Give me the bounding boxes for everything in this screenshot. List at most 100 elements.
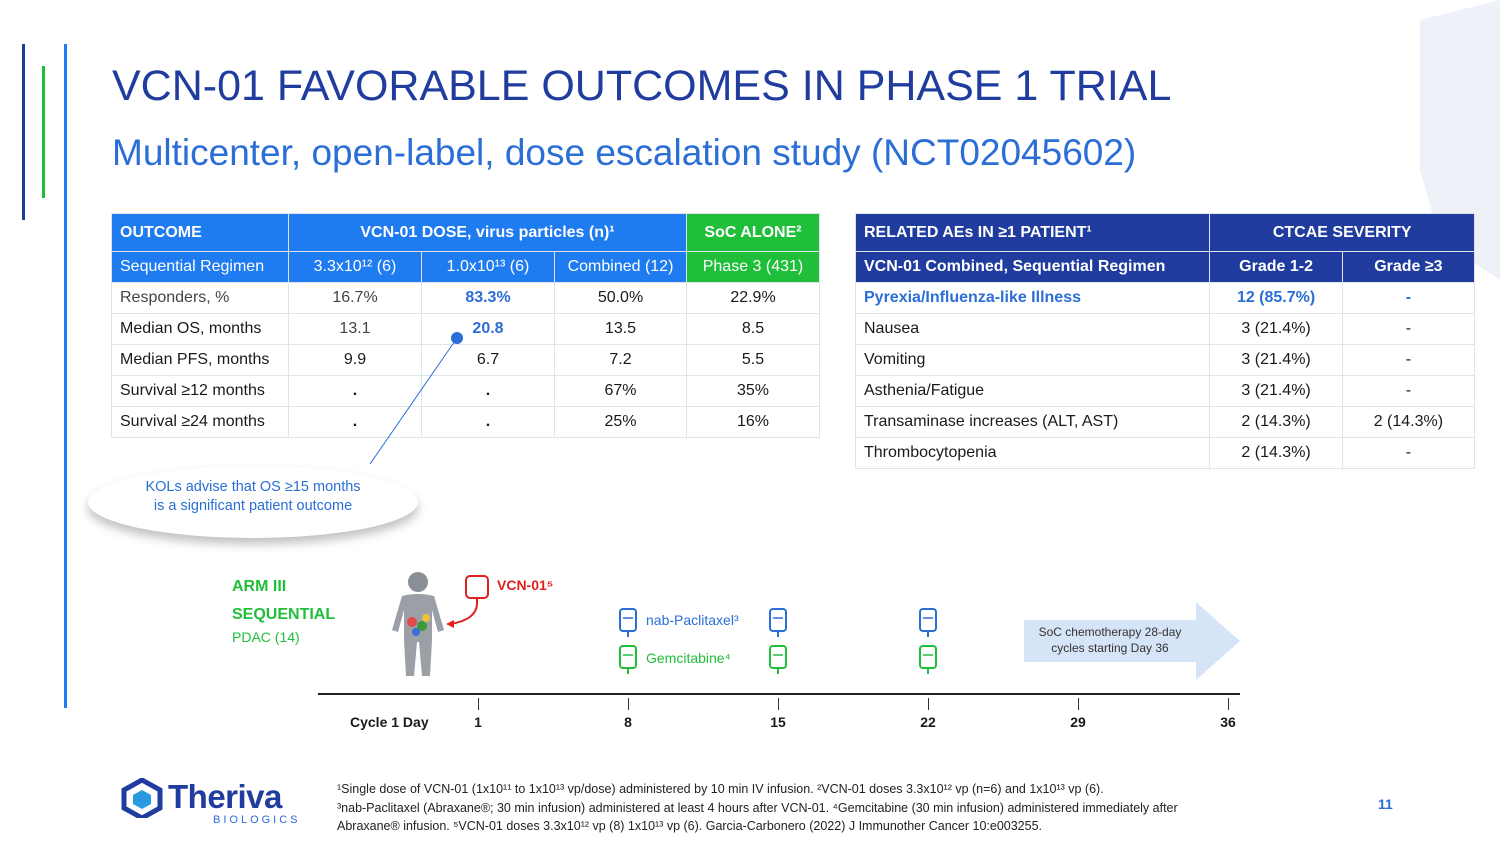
table-row: Survival ≥12 months . . 67% 35%: [111, 375, 820, 407]
footnote-line: ³nab-Paclitaxel (Abraxane®; 30 min infus…: [337, 800, 1178, 815]
subheader-cell: VCN-01 Combined, Sequential Regimen: [854, 251, 1211, 283]
table-cell: 2 (14.3%): [1341, 406, 1476, 438]
soc-header: SoC ALONE²: [686, 213, 820, 252]
dose-header: VCN-01 DOSE, virus particles (n)¹: [288, 213, 687, 252]
footnote-line: ¹Single dose of VCN-01 (1x10¹¹ to 1x10¹³…: [337, 782, 1104, 796]
table-row: Asthenia/Fatigue 3 (21.4%) -: [854, 375, 1476, 407]
day-label: 1: [474, 714, 482, 730]
timeline-tick: [1078, 698, 1079, 710]
day-label: 8: [624, 714, 632, 730]
accent-bar-green: [42, 66, 45, 198]
paclitaxel-iv-bag-icon: [919, 608, 937, 637]
row-label: Vomiting: [854, 344, 1211, 376]
table-cell: -: [1341, 344, 1476, 376]
table-cell: 50.0%: [554, 282, 687, 314]
table-row: Pyrexia/Influenza-like Illness 12 (85.7%…: [854, 282, 1476, 314]
cycle-label: Cycle 1 Day: [350, 714, 429, 730]
arm-title: ARM III: [232, 578, 287, 595]
vcn01-label: VCN-01⁵: [497, 577, 554, 593]
subheader-cell: Grade ≥3: [1341, 251, 1476, 283]
table-row: Transaminase increases (ALT, AST) 2 (14.…: [854, 406, 1476, 438]
watermark-hexagon: [1420, 0, 1500, 280]
table-cell-highlight: 12 (85.7%): [1209, 282, 1343, 314]
pdac-label: PDAC (14): [232, 629, 300, 645]
footnotes: ¹Single dose of VCN-01 (1x10¹¹ to 1x10¹³…: [337, 780, 1327, 836]
table-cell: -: [1341, 375, 1476, 407]
soc-arrow: [1024, 602, 1240, 680]
page-number: 11: [1378, 796, 1393, 812]
day-label: 29: [1070, 714, 1086, 730]
table-cell: 16%: [686, 406, 820, 438]
gemcitabine-iv-bag-icon: [619, 645, 637, 674]
table-cell-highlight: 20.8: [421, 313, 555, 345]
timeline-tick: [1228, 698, 1229, 710]
timeline-tick: [478, 698, 479, 710]
day-label: 15: [770, 714, 786, 730]
table-cell: .: [421, 406, 555, 438]
table-cell: 13.1: [288, 313, 422, 345]
table-cell: 3 (21.4%): [1209, 375, 1343, 407]
soc-arrow-text: SoC chemotherapy 28-day cycles starting …: [1030, 624, 1190, 656]
callout-line: is a significant patient outcome: [153, 498, 353, 514]
day-label: 22: [920, 714, 936, 730]
row-label: Thrombocytopenia: [854, 437, 1211, 469]
subheader-cell: Phase 3 (431): [686, 251, 820, 283]
table-cell: 5.5: [686, 344, 820, 376]
table-row: Survival ≥24 months . . 25% 16%: [111, 406, 820, 438]
table-row: Thrombocytopenia 2 (14.3%) -: [854, 437, 1476, 469]
table-cell: 22.9%: [686, 282, 820, 314]
row-label: Survival ≥12 months: [111, 375, 289, 407]
gemcitabine-iv-bag-icon: [769, 645, 787, 674]
table-cell: 25%: [554, 406, 687, 438]
row-label: Asthenia/Fatigue: [854, 375, 1211, 407]
paclitaxel-iv-bag-icon: [769, 608, 787, 637]
page-title: VCN-01 FAVORABLE OUTCOMES IN PHASE 1 TRI…: [112, 62, 1172, 110]
accent-bar-navy: [22, 44, 25, 220]
table-row: Nausea 3 (21.4%) -: [854, 313, 1476, 345]
kol-callout: KOLs advise that OS ≥15 months is a sign…: [88, 466, 418, 538]
timeline-tick: [928, 698, 929, 710]
day-label: 36: [1220, 714, 1236, 730]
table-cell: 35%: [686, 375, 820, 407]
timeline-tick: [778, 698, 779, 710]
arm-subtitle: SEQUENTIAL: [232, 606, 336, 623]
table-cell: -: [1341, 313, 1476, 345]
table-cell: 3 (21.4%): [1209, 313, 1343, 345]
table-row: Responders, % 16.7% 83.3% 50.0% 22.9%: [111, 282, 820, 314]
row-label: Median PFS, months: [111, 344, 289, 376]
callout-line: KOLs advise that OS ≥15 months: [145, 479, 361, 495]
table-cell: -: [1341, 437, 1476, 469]
paclitaxel-label: nab-Paclitaxel³: [646, 612, 739, 628]
arm-label: ARM III SEQUENTIAL: [232, 573, 335, 629]
adverse-events-table: RELATED AEs IN ≥1 PATIENT¹ CTCAE SEVERIT…: [854, 213, 1476, 469]
vcn01-iv-bag-icon: [446, 575, 489, 628]
table-cell: 2 (14.3%): [1209, 406, 1343, 438]
gemcitabine-label: Gemcitabine⁴: [646, 650, 731, 666]
table-row: Median PFS, months 9.9 6.7 7.2 5.5: [111, 344, 820, 376]
gemcitabine-iv-bag-icon: [919, 645, 937, 674]
logo-wordmark: Theriva: [168, 778, 282, 815]
footnote-line: Abraxane® infusion. ⁵VCN-01 doses 3.3x10…: [337, 819, 1043, 833]
table-cell-highlight: -: [1341, 282, 1476, 314]
page-subtitle: Multicenter, open-label, dose escalation…: [112, 132, 1137, 173]
outcome-header: OUTCOME: [111, 213, 289, 252]
subheader-cell: 1.0x10¹³ (6): [421, 251, 555, 283]
row-label: Median OS, months: [111, 313, 289, 345]
accent-bar-blue: [64, 44, 67, 708]
table-row: Median OS, months 13.1 20.8 13.5 8.5: [111, 313, 820, 345]
table-cell: 8.5: [686, 313, 820, 345]
table-cell: 2 (14.3%): [1209, 437, 1343, 469]
paclitaxel-iv-bag-icon: [619, 608, 637, 637]
timeline-axis: [318, 693, 1240, 695]
subheader-cell: 3.3x10¹² (6): [288, 251, 422, 283]
table-cell: 7.2: [554, 344, 687, 376]
soc-line: cycles starting Day 36: [1051, 641, 1169, 655]
table-cell: .: [288, 375, 422, 407]
row-label: Survival ≥24 months: [111, 406, 289, 438]
soc-line: SoC chemotherapy 28-day: [1038, 625, 1182, 639]
logo-tagline: BIOLOGICS: [213, 814, 301, 826]
table-cell: 3 (21.4%): [1209, 344, 1343, 376]
table-row: Vomiting 3 (21.4%) -: [854, 344, 1476, 376]
outcomes-table: OUTCOME VCN-01 DOSE, virus particles (n)…: [111, 213, 820, 438]
callout-pointer: [369, 332, 463, 465]
